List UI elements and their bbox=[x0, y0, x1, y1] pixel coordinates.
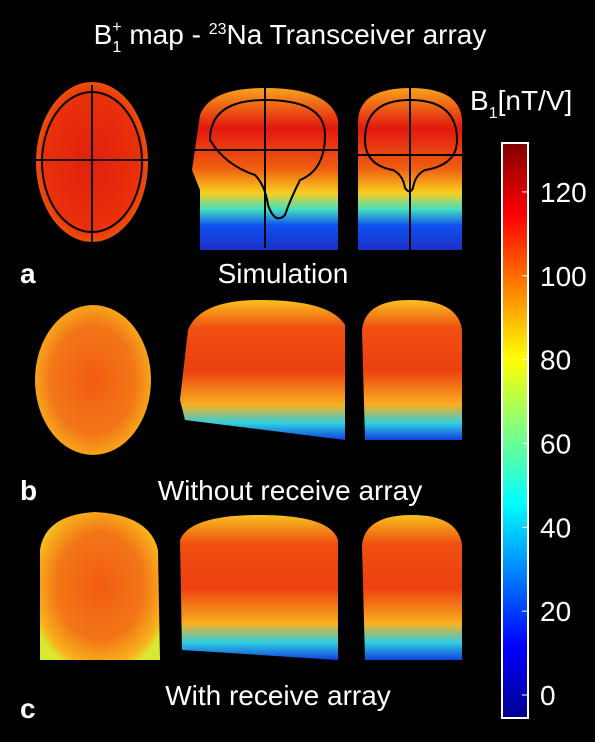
tick-label: 20 bbox=[540, 596, 571, 627]
tick-label: 80 bbox=[540, 345, 571, 376]
title-sub: 1 bbox=[112, 39, 121, 56]
panel-caption: With receive array bbox=[165, 680, 391, 711]
title-text: map - bbox=[122, 19, 209, 50]
panel-caption: Simulation bbox=[218, 258, 349, 289]
tick-label: 60 bbox=[540, 428, 571, 459]
tick-label: 40 bbox=[540, 512, 571, 543]
colorbar bbox=[502, 143, 528, 718]
title-text: B bbox=[94, 19, 113, 50]
colorbar-label-text: B bbox=[470, 85, 489, 116]
tick-label: 100 bbox=[540, 261, 587, 292]
colorbar-label-sub: 1 bbox=[489, 105, 498, 122]
title-sup: 23 bbox=[209, 21, 227, 38]
tick-label: 120 bbox=[540, 177, 587, 208]
tick-label: 0 bbox=[540, 680, 556, 711]
row-a bbox=[30, 82, 465, 250]
title-sup: + bbox=[112, 19, 121, 36]
row-b bbox=[35, 300, 462, 455]
colorbar-ticks: 0 20 40 60 80 100 120 bbox=[522, 177, 587, 711]
colorbar-label: B1[nT/V] bbox=[470, 85, 572, 122]
colorbar-label-text: [nT/V] bbox=[498, 85, 573, 116]
figure: B1+ map - 23Na Transceiver array a Simul… bbox=[0, 0, 595, 737]
panel-letter: c bbox=[20, 693, 36, 724]
panel-caption: Without receive array bbox=[158, 475, 423, 506]
title: B1 + map - 23Na Transceiver array bbox=[94, 19, 487, 56]
panel-letter: a bbox=[20, 258, 36, 289]
row-c bbox=[40, 512, 462, 660]
panel-letter: b bbox=[20, 475, 37, 506]
title-text: Na Transceiver array bbox=[227, 19, 487, 50]
